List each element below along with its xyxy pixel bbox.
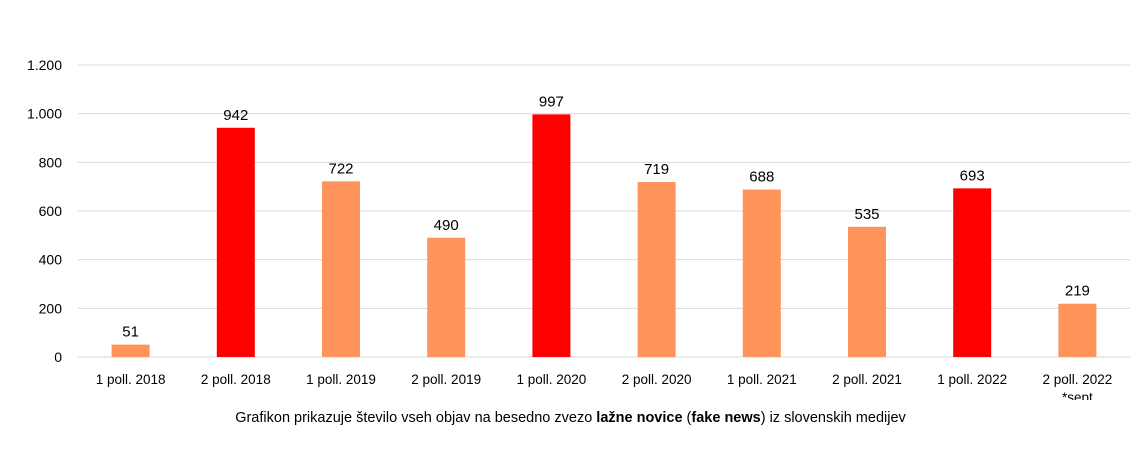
x-tick-label: 1 poll. 2019 [306, 372, 376, 387]
x-tick-label: 1 poll. 2020 [516, 372, 586, 387]
bar [1058, 303, 1097, 357]
x-tick-label: 2 poll. 2021 [832, 372, 902, 387]
bar [532, 114, 571, 357]
y-axis-ticks: 0 200 400 600 800 1.000 1.200 [27, 57, 62, 365]
data-label: 722 [328, 160, 353, 177]
x-tick-label: 2 poll. 2022 [1042, 372, 1112, 387]
x-tick-label: 1 poll. 2018 [96, 372, 166, 387]
data-label: 51 [122, 324, 139, 341]
bar [742, 189, 781, 357]
data-labels: 51 942 722 490 997 719 688 535 693 219 [122, 93, 1090, 340]
y-tick-label: 1.200 [27, 57, 62, 73]
bar-chart: 0 200 400 600 800 1.000 1.200 51 942 722 490 997 71… [27, 57, 1130, 400]
bar [953, 188, 992, 357]
data-label: 688 [749, 169, 774, 186]
bar [637, 182, 676, 357]
data-label: 535 [854, 206, 879, 223]
bar [427, 237, 466, 357]
x-tick-label: 1 poll. 2022 [937, 372, 1007, 387]
bar [111, 344, 150, 357]
data-label: 942 [223, 107, 248, 124]
data-label: 693 [960, 167, 985, 184]
caption-bold-fake-news: fake news [691, 410, 761, 426]
data-label: 490 [434, 217, 459, 234]
y-tick-label: 0 [54, 349, 62, 365]
caption-bold-lazne-novice: lažne novice [596, 410, 683, 426]
x-axis-ticks: 1 poll. 2018 2 poll. 2018 1 poll. 2019 2 po… [96, 372, 1113, 400]
data-label: 719 [644, 161, 669, 178]
bar [322, 181, 360, 357]
data-label: 219 [1065, 283, 1090, 300]
y-tick-label: 200 [39, 300, 63, 316]
x-tick-label: 2 poll. 2019 [411, 372, 481, 387]
x-tick-label: 2 poll. 2020 [622, 372, 692, 387]
x-tick-label: 2 poll. 2018 [201, 372, 271, 387]
caption-prefix: Grafikon prikazuje število vseh objav na… [235, 410, 597, 426]
x-tick-label: 1 poll. 2021 [727, 372, 797, 387]
bar [216, 127, 255, 357]
x-tick-label: *sept [1062, 390, 1093, 400]
caption-paren-open: ( [682, 410, 692, 426]
y-tick-label: 400 [39, 252, 63, 268]
y-tick-label: 800 [39, 154, 63, 170]
caption-suffix: ) iz slovenskih medijev [760, 410, 906, 426]
bars [111, 114, 1097, 357]
y-tick-label: 1.000 [27, 106, 62, 122]
chart-caption: Grafikon prikazuje število vseh objav na… [0, 410, 1141, 426]
y-tick-label: 600 [39, 203, 63, 219]
bar [848, 226, 886, 357]
data-label: 997 [539, 93, 564, 110]
